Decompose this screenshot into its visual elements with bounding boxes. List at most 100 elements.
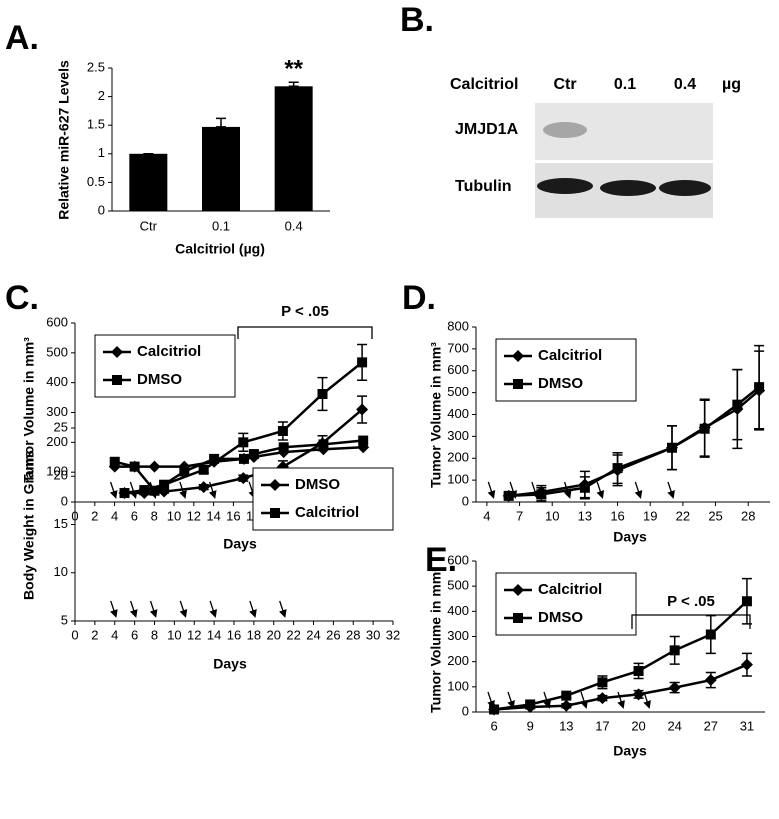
x-tick-label: 20 <box>267 627 281 642</box>
y-tick-label: 500 <box>447 578 469 593</box>
marker <box>536 489 547 500</box>
y-tick-label: 800 <box>447 318 469 333</box>
marker <box>754 382 765 393</box>
legend-label: DMSO <box>295 476 340 493</box>
y-tick-label: 400 <box>46 374 68 389</box>
treatment-arrow <box>109 481 118 499</box>
series-line <box>114 446 364 468</box>
series-line <box>508 386 760 498</box>
x-tick-label: 25 <box>708 508 722 523</box>
y-axis-title: Body Weight in Grams <box>21 450 37 600</box>
x-tick-label: 13 <box>559 718 573 733</box>
x-tick-label: 16 <box>610 508 624 523</box>
x-tick-label: 28 <box>346 627 360 642</box>
treatment-arrow <box>543 691 551 709</box>
y-tick-label: 0 <box>462 703 469 718</box>
y-tick-label: 5 <box>61 612 68 627</box>
x-tick-label: 18 <box>247 627 261 642</box>
treatment-arrow <box>179 600 188 618</box>
y-tick-label: 300 <box>447 428 469 443</box>
y-tick-label: 600 <box>46 314 68 329</box>
marker <box>579 482 590 493</box>
x-tick-label: 6 <box>131 627 138 642</box>
marker <box>317 389 328 400</box>
marker <box>119 488 130 499</box>
y-tick-label: 200 <box>447 653 469 668</box>
marker <box>561 690 572 701</box>
x-axis-title: Days <box>613 529 647 545</box>
x-tick-label: 26 <box>326 627 340 642</box>
marker <box>111 346 123 358</box>
marker <box>238 453 249 464</box>
treatment-arrow <box>249 600 257 618</box>
marker <box>277 425 288 436</box>
x-tick-label: 0 <box>71 627 78 642</box>
x-tick-label: 16 <box>227 627 241 642</box>
y-axis-title: Relative miR-627 Levels <box>56 60 72 220</box>
marker <box>237 472 250 485</box>
panel-label: A. <box>5 19 39 57</box>
marker <box>318 439 329 450</box>
y-tick-label: 500 <box>447 384 469 399</box>
marker <box>358 435 369 446</box>
treatment-arrow <box>563 481 572 499</box>
panel-label: B. <box>400 1 434 39</box>
marker <box>512 350 524 362</box>
y-tick-label: 2.5 <box>87 59 105 74</box>
x-tick-label: 8 <box>151 627 158 642</box>
x-axis-title: Days <box>213 656 247 672</box>
marker <box>732 399 743 410</box>
treatment-arrow <box>580 691 588 709</box>
y-tick-label: 25 <box>54 419 68 434</box>
treatment-arrow <box>617 691 625 709</box>
marker <box>667 442 677 453</box>
x-tick-label: 31 <box>740 718 754 733</box>
x-tick-label: 12 <box>187 627 201 642</box>
legend-label: Calcitriol <box>295 504 359 521</box>
series-line <box>508 389 760 498</box>
x-tick-label: 32 <box>386 627 400 642</box>
marker <box>112 375 122 385</box>
marker <box>741 596 752 607</box>
marker <box>270 508 280 518</box>
y-tick-label: 600 <box>447 552 469 567</box>
x-tick-label: 24 <box>667 718 681 733</box>
x-tick-label: 22 <box>676 508 690 523</box>
marker <box>668 681 681 694</box>
x-tick-label: 10 <box>545 508 559 523</box>
y-tick-label: 100 <box>447 472 469 487</box>
x-tick-label: 4 <box>111 627 118 642</box>
treatment-arrow <box>507 691 515 709</box>
annotation: P < .05 <box>667 593 715 610</box>
blot-band <box>659 180 711 196</box>
x-axis-title: Calcitriol (µg) <box>175 241 265 257</box>
treatment-arrow <box>278 600 287 618</box>
x-tick-label: 0.1 <box>212 218 230 233</box>
x-tick-label: 4 <box>483 508 490 523</box>
marker <box>633 665 644 676</box>
marker <box>699 423 710 434</box>
legend-box <box>94 334 236 398</box>
treatment-arrow <box>110 600 118 618</box>
band-label: JMJD1A <box>455 121 519 138</box>
band-label: Tubulin <box>455 178 512 195</box>
legend-label: Calcitriol <box>538 581 602 598</box>
x-tick-label: 28 <box>741 508 755 523</box>
series-line <box>114 439 364 493</box>
marker <box>248 449 259 460</box>
legend-label: DMSO <box>137 371 182 388</box>
row-header: Calcitriol <box>450 76 518 93</box>
y-tick-label: 1.5 <box>87 117 105 132</box>
x-tick-label: 16 <box>226 508 240 523</box>
marker <box>269 479 281 491</box>
marker <box>129 461 140 472</box>
x-tick-label: 2 <box>91 508 98 523</box>
panel-label: D. <box>402 279 436 317</box>
y-tick-label: 100 <box>46 464 68 479</box>
marker <box>597 677 608 688</box>
marker <box>512 584 524 596</box>
error-bar <box>288 81 299 88</box>
y-tick-label: 600 <box>447 362 469 377</box>
treatment-arrow <box>667 481 675 499</box>
